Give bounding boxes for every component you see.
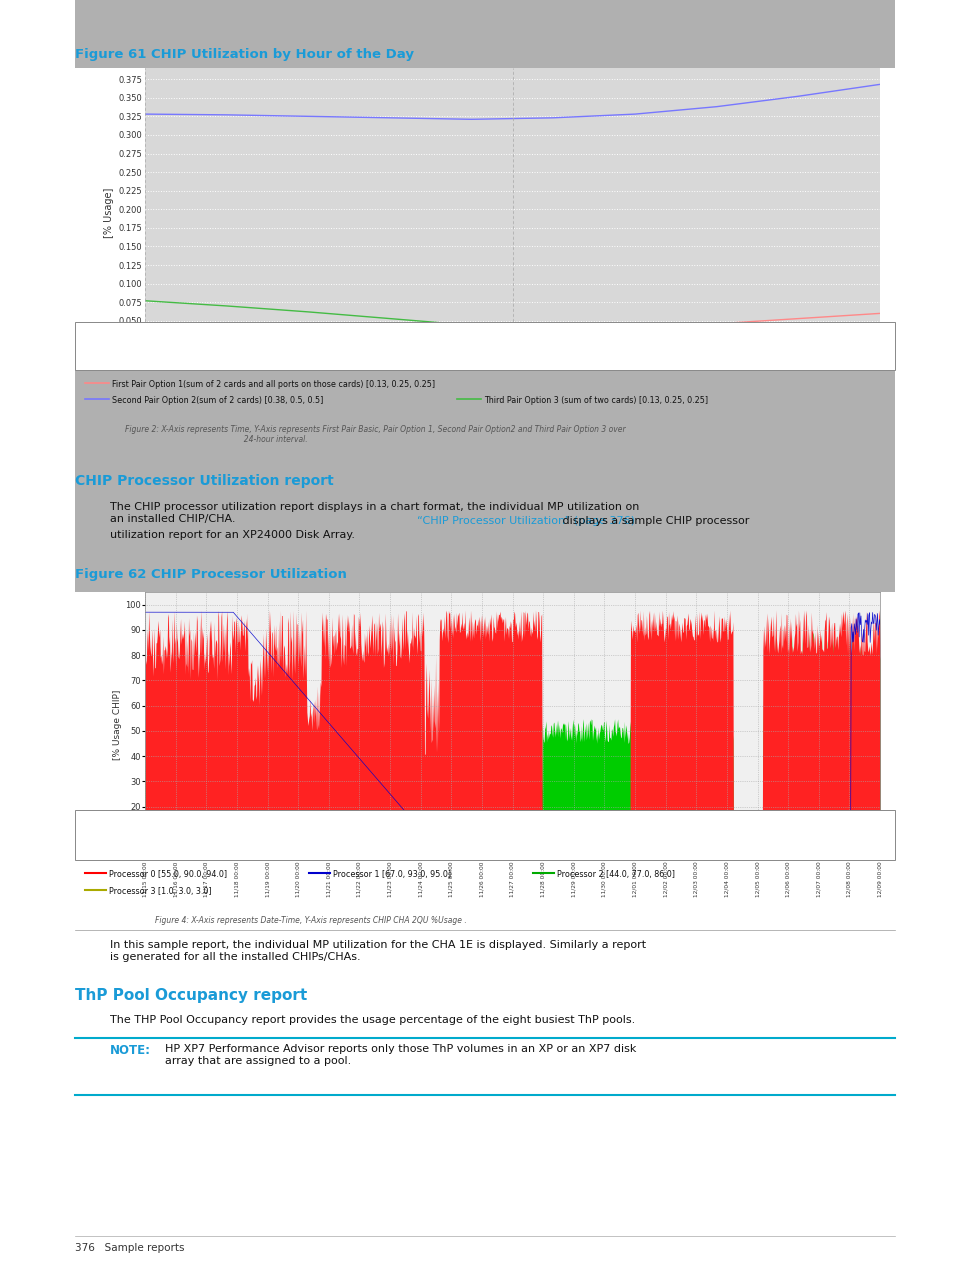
Text: CHIP Processor Utilization report: CHIP Processor Utilization report [75, 474, 334, 488]
Text: NOTE:: NOTE: [110, 1043, 151, 1057]
Text: Third Pair Option 3 (sum of two cards) [0.13, 0.25, 0.25]: Third Pair Option 3 (sum of two cards) [… [483, 397, 707, 405]
Text: Processor 2 [44.0, 77.0, 86.0]: Processor 2 [44.0, 77.0, 86.0] [557, 871, 675, 880]
Text: HP XP7 Performance Advisor reports only those ThP volumes in an XP or an XP7 dis: HP XP7 Performance Advisor reports only … [165, 1043, 636, 1065]
Text: Figure 62 CHIP Processor Utilization: Figure 62 CHIP Processor Utilization [75, 568, 347, 581]
Text: Figure 4: X-Axis represents Date-Time, Y-Axis represents CHIP CHA 2QU %Usage .: Figure 4: X-Axis represents Date-Time, Y… [154, 916, 466, 925]
Text: utilization report for an XP24000 Disk Array.: utilization report for an XP24000 Disk A… [110, 530, 355, 540]
Text: Figure 61 CHIP Utilization by Hour of the Day: Figure 61 CHIP Utilization by Hour of th… [75, 48, 414, 61]
Text: In this sample report, the individual MP utilization for the CHA 1E is displayed: In this sample report, the individual MP… [110, 941, 645, 962]
Text: The THP Pool Occupancy report provides the usage percentage of the eight busiest: The THP Pool Occupancy report provides t… [110, 1016, 635, 1024]
Text: Figure 2: X-Axis represents Time, Y-Axis represents First Pair Basic, Pair Optio: Figure 2: X-Axis represents Time, Y-Axis… [125, 425, 625, 445]
Text: Processor 0 [55.0, 90.0, 94.0]: Processor 0 [55.0, 90.0, 94.0] [109, 871, 227, 880]
Text: Processor 3 [1.0, 3.0, 3.0]: Processor 3 [1.0, 3.0, 3.0] [109, 887, 212, 896]
Text: Processor 1 [67.0, 93.0, 95.0]: Processor 1 [67.0, 93.0, 95.0] [333, 871, 451, 880]
Text: displays a sample CHIP processor: displays a sample CHIP processor [558, 516, 749, 526]
Y-axis label: [% Usage CHIP]: [% Usage CHIP] [113, 689, 122, 760]
Text: “CHIP Processor Utilization” (page 376): “CHIP Processor Utilization” (page 376) [416, 516, 635, 526]
Text: ThP Pool Occupancy report: ThP Pool Occupancy report [75, 988, 307, 1003]
Text: First Pair Option 1(sum of 2 cards and all ports on those cards) [0.13, 0.25, 0.: First Pair Option 1(sum of 2 cards and a… [112, 380, 435, 389]
Text: Second Pair Option 2(sum of 2 cards) [0.38, 0.5, 0.5]: Second Pair Option 2(sum of 2 cards) [0.… [112, 397, 323, 405]
Y-axis label: [% Usage]: [% Usage] [104, 188, 114, 238]
Text: The CHIP processor utilization report displays in a chart format, the individual: The CHIP processor utilization report di… [110, 502, 639, 524]
Text: 376   Sample reports: 376 Sample reports [75, 1243, 184, 1253]
